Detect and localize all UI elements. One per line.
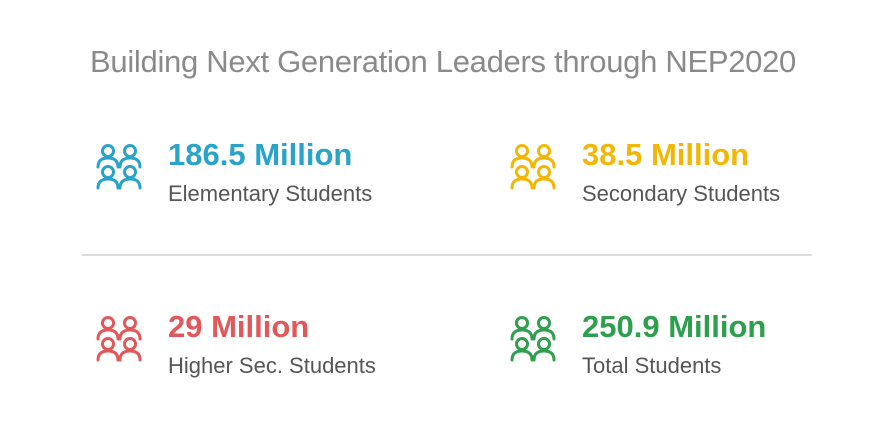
stat-higher-secondary: 29 Million Higher Sec. Students (94, 310, 376, 380)
stat-value: 29 Million (168, 309, 310, 344)
stat-value: 250.9 Million (582, 309, 767, 344)
stat-value: 38.5 Million (582, 137, 750, 172)
stat-value: 186.5 Million (168, 137, 353, 172)
stat-label: Secondary Students (582, 181, 781, 206)
people-group-icon (508, 142, 558, 192)
stat-label: Higher Sec. Students (168, 353, 376, 378)
people-group-icon (508, 314, 558, 364)
stat-total: 250.9 Million Total Students (508, 310, 766, 380)
people-group-icon (94, 142, 144, 192)
divider (82, 254, 812, 256)
stat-elementary: 186.5 Million Elementary Students (94, 138, 372, 208)
stat-label: Total Students (582, 353, 722, 378)
stat-secondary: 38.5 Million Secondary Students (508, 138, 780, 208)
stat-label: Elementary Students (168, 181, 373, 206)
page-title: Building Next Generation Leaders through… (90, 44, 796, 79)
people-group-icon (94, 314, 144, 364)
